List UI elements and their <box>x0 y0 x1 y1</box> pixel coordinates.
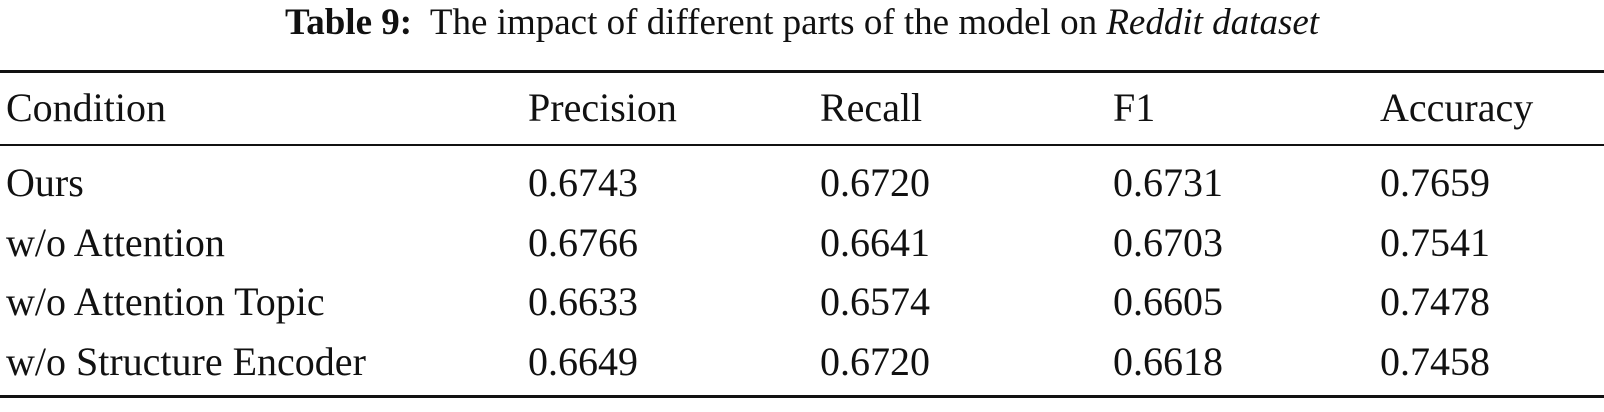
value-cell: 0.6720 <box>820 338 930 384</box>
value-cell: 0.6766 <box>528 219 638 265</box>
value-cell: 0.7541 <box>1380 219 1490 265</box>
header-cell: Accuracy <box>1380 85 1534 130</box>
header-cell: F1 <box>1113 85 1156 130</box>
row-label: w/o Attention <box>6 219 225 265</box>
header-cell: Precision <box>528 85 677 130</box>
value-cell: 0.6574 <box>820 279 930 324</box>
header-rule <box>0 144 1604 146</box>
caption-dataset: Reddit dataset <box>1106 2 1320 43</box>
value-cell: 0.6633 <box>528 279 638 324</box>
caption-label: Table 9: <box>284 2 413 43</box>
bottom-rule <box>0 395 1604 398</box>
value-cell: 0.6720 <box>820 160 930 205</box>
value-cell: 0.6743 <box>528 160 638 205</box>
row-label: Ours <box>6 160 84 205</box>
row-label: w/o Attention Topic <box>6 279 325 324</box>
value-cell: 0.7458 <box>1380 338 1490 384</box>
top-rule <box>0 70 1604 73</box>
value-cell: 0.6605 <box>1113 279 1223 324</box>
value-cell: 0.6641 <box>820 219 930 265</box>
value-cell: 0.7478 <box>1380 279 1490 324</box>
table-caption: Table 9: The impact of different parts o… <box>0 0 1604 46</box>
caption-text: The impact of different parts of the mod… <box>429 2 1098 43</box>
value-cell: 0.7659 <box>1380 160 1490 205</box>
header-cell: Condition <box>6 85 167 130</box>
value-cell: 0.6618 <box>1113 338 1223 384</box>
value-cell: 0.6731 <box>1113 160 1223 205</box>
header-cell: Recall <box>820 85 923 130</box>
value-cell: 0.6703 <box>1113 219 1223 265</box>
value-cell: 0.6649 <box>528 338 638 384</box>
row-label: w/o Structure Encoder <box>6 338 366 384</box>
